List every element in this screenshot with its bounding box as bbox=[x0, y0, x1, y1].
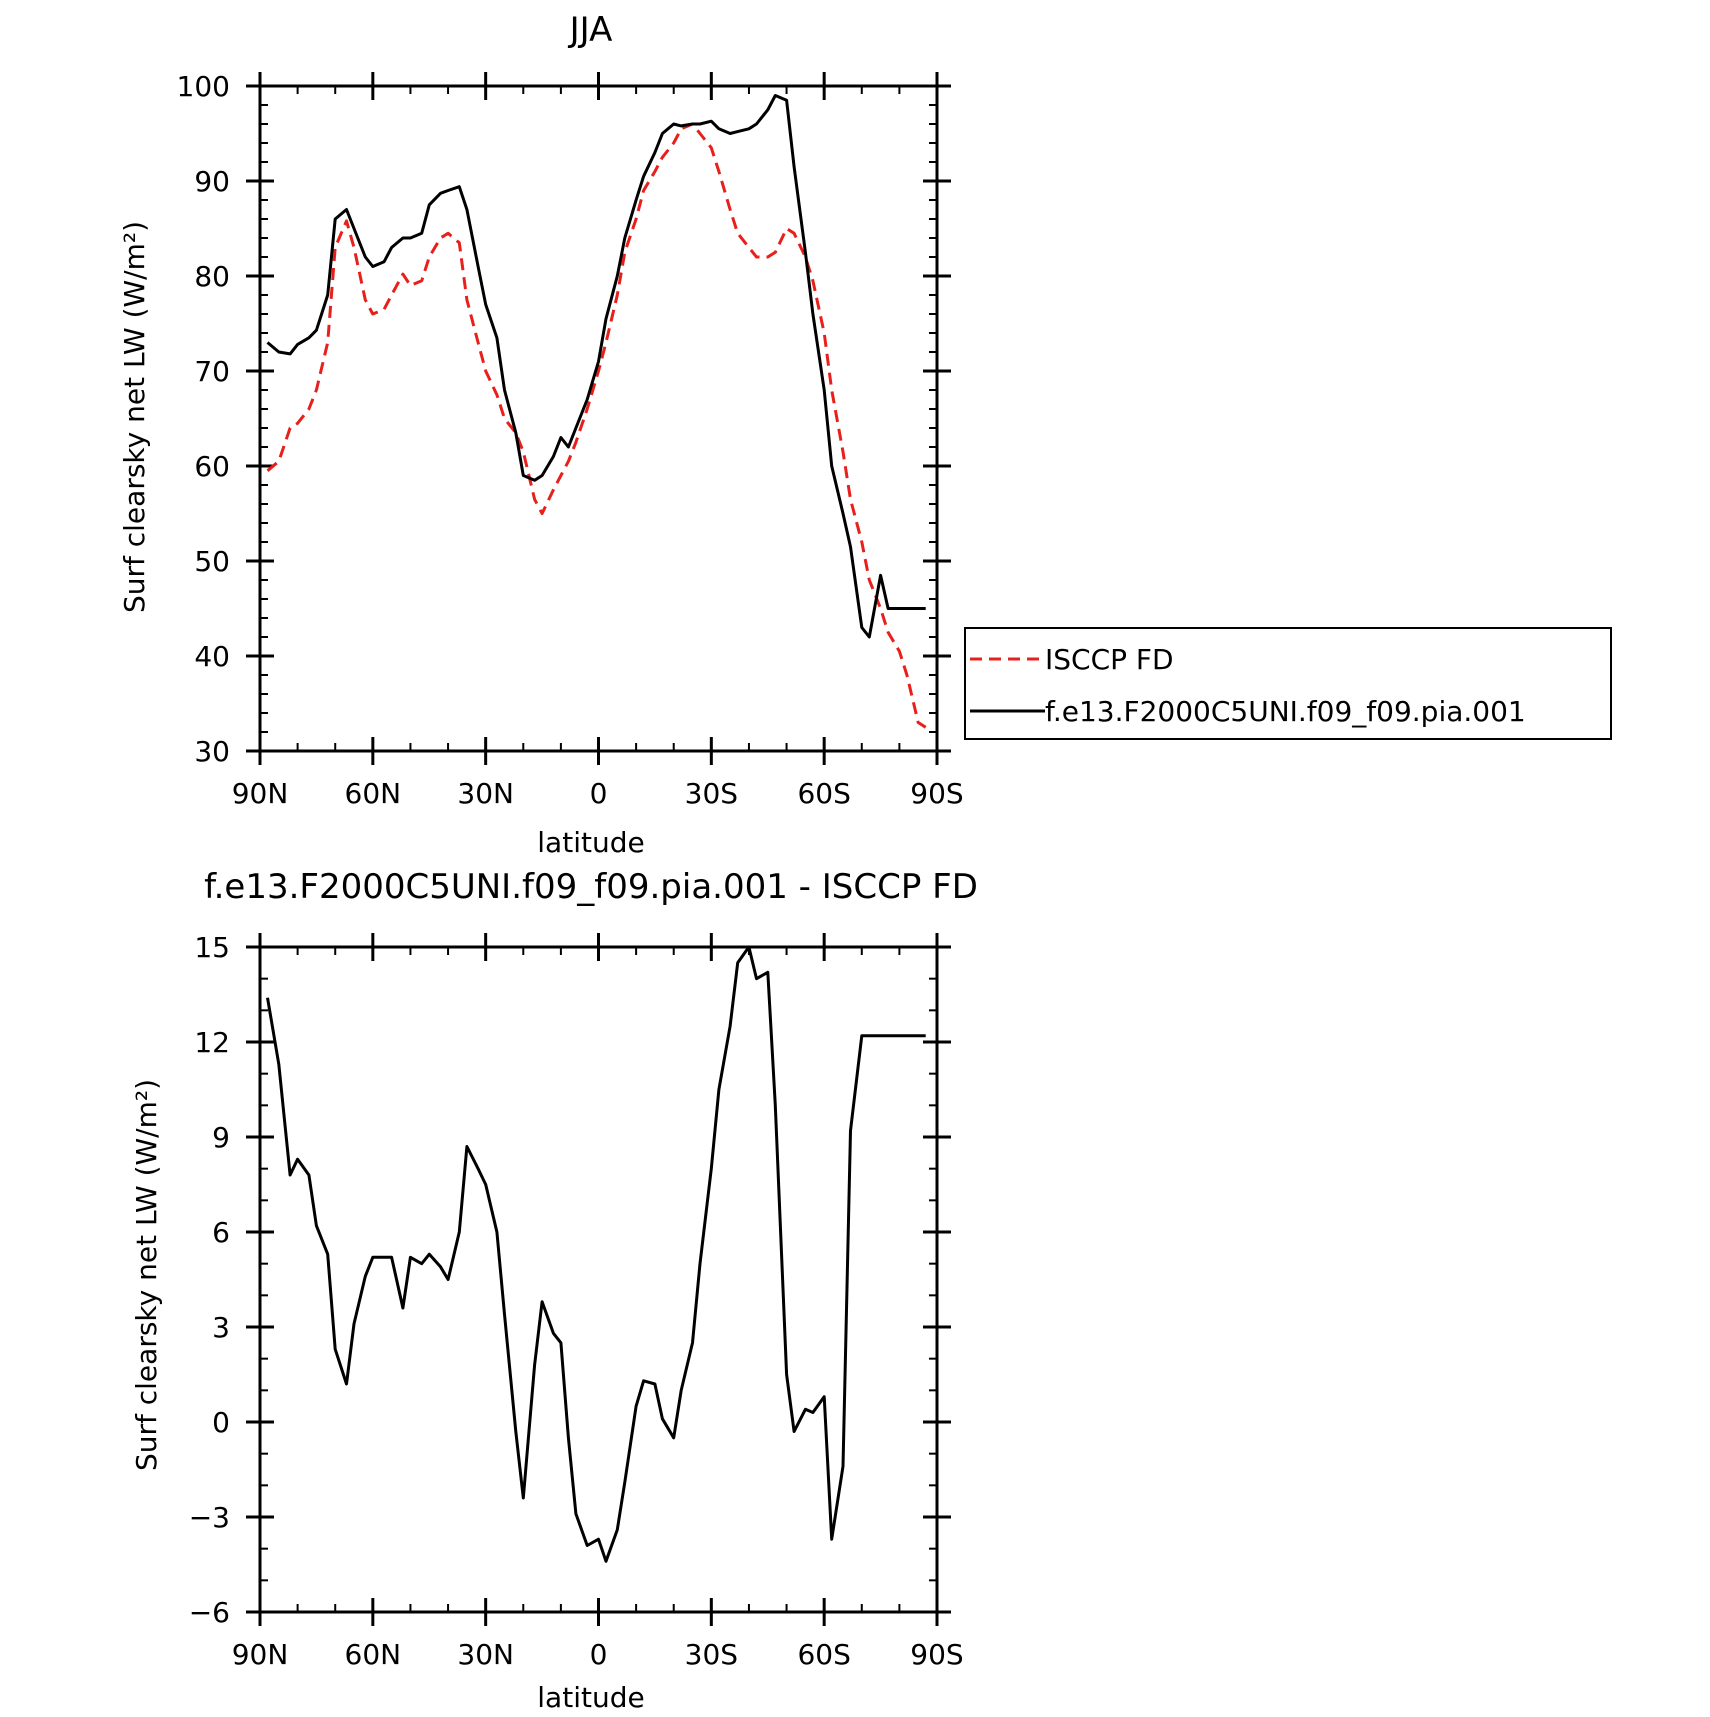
y-tick-label: 100 bbox=[177, 70, 230, 103]
y-tick-label: 0 bbox=[212, 1406, 230, 1439]
x-tick-label: 60N bbox=[345, 1638, 402, 1671]
y-tick-label: −3 bbox=[189, 1501, 230, 1534]
y-axis-title: Surf clearsky net LW (W/m²) bbox=[118, 221, 151, 613]
x-tick-label: 90S bbox=[910, 777, 963, 810]
y-tick-label: 70 bbox=[194, 355, 230, 388]
y-tick-label: 9 bbox=[212, 1121, 230, 1154]
series-line-1 bbox=[266, 945, 926, 1563]
y-tick-label: 40 bbox=[194, 640, 230, 673]
y-tick-label: 15 bbox=[194, 931, 230, 964]
y-tick-label: 3 bbox=[212, 1311, 230, 1344]
x-tick-label: 30N bbox=[457, 1638, 514, 1671]
series-line-2 bbox=[266, 94, 926, 639]
series-line-1 bbox=[266, 122, 927, 729]
top-panel: JJA 90N 60N 30N 0 30S 60S 90S 30 40 50 60 70 80 90 100… bbox=[118, 10, 1612, 859]
x-tick-label: 30S bbox=[685, 1638, 738, 1671]
y-tick-label: 60 bbox=[194, 450, 230, 483]
x-tick-label: 90S bbox=[910, 1638, 963, 1671]
x-tick-label: 0 bbox=[590, 1638, 608, 1671]
y-axis-title: Surf clearsky net LW (W/m²) bbox=[130, 1079, 163, 1471]
y-tick-label: 30 bbox=[194, 735, 230, 768]
y-tick-label: 6 bbox=[212, 1216, 230, 1249]
y-tick-label: 90 bbox=[194, 165, 230, 198]
x-tick-label: 90N bbox=[232, 1638, 289, 1671]
plot-title: f.e13.F2000C5UNI.f09_f09.pia.001 - ISCCP… bbox=[204, 867, 978, 907]
x-tick-label: 0 bbox=[590, 777, 608, 810]
x-tick-label: 90N bbox=[232, 777, 289, 810]
legend-label-isccp: ISCCP FD bbox=[1045, 643, 1174, 676]
y-tick-label: 80 bbox=[194, 260, 230, 293]
plot-area: 90N 60N 30N 0 30S 60S 90S −6 −3 0 3 6 9 12 15 bbox=[189, 931, 964, 1671]
y-tick-label: −6 bbox=[189, 1596, 230, 1629]
y-tick-label: 50 bbox=[194, 545, 230, 578]
y-tick-label: 12 bbox=[194, 1026, 230, 1059]
x-tick-label: 30N bbox=[457, 777, 514, 810]
x-axis-title: latitude bbox=[537, 826, 644, 859]
legend-box bbox=[964, 627, 1612, 740]
x-tick-label: 30S bbox=[685, 777, 738, 810]
legend-label-model: f.e13.F2000C5UNI.f09_f09.pia.001 bbox=[1045, 695, 1526, 728]
x-axis-title: latitude bbox=[537, 1681, 644, 1712]
x-tick-label: 60S bbox=[797, 1638, 850, 1671]
x-tick-label: 60N bbox=[345, 777, 402, 810]
x-tick-label: 60S bbox=[797, 777, 850, 810]
plot-area: 90N 60N 30N 0 30S 60S 90S 30 40 50 60 70 80 90 100 bbox=[177, 70, 964, 810]
legend: ISCCP FD f.e13.F2000C5UNI.f09_f09.pia.00… bbox=[964, 627, 1612, 740]
plot-title: JJA bbox=[568, 10, 613, 50]
bottom-panel: f.e13.F2000C5UNI.f09_f09.pia.001 - ISCCP… bbox=[130, 867, 978, 1714]
